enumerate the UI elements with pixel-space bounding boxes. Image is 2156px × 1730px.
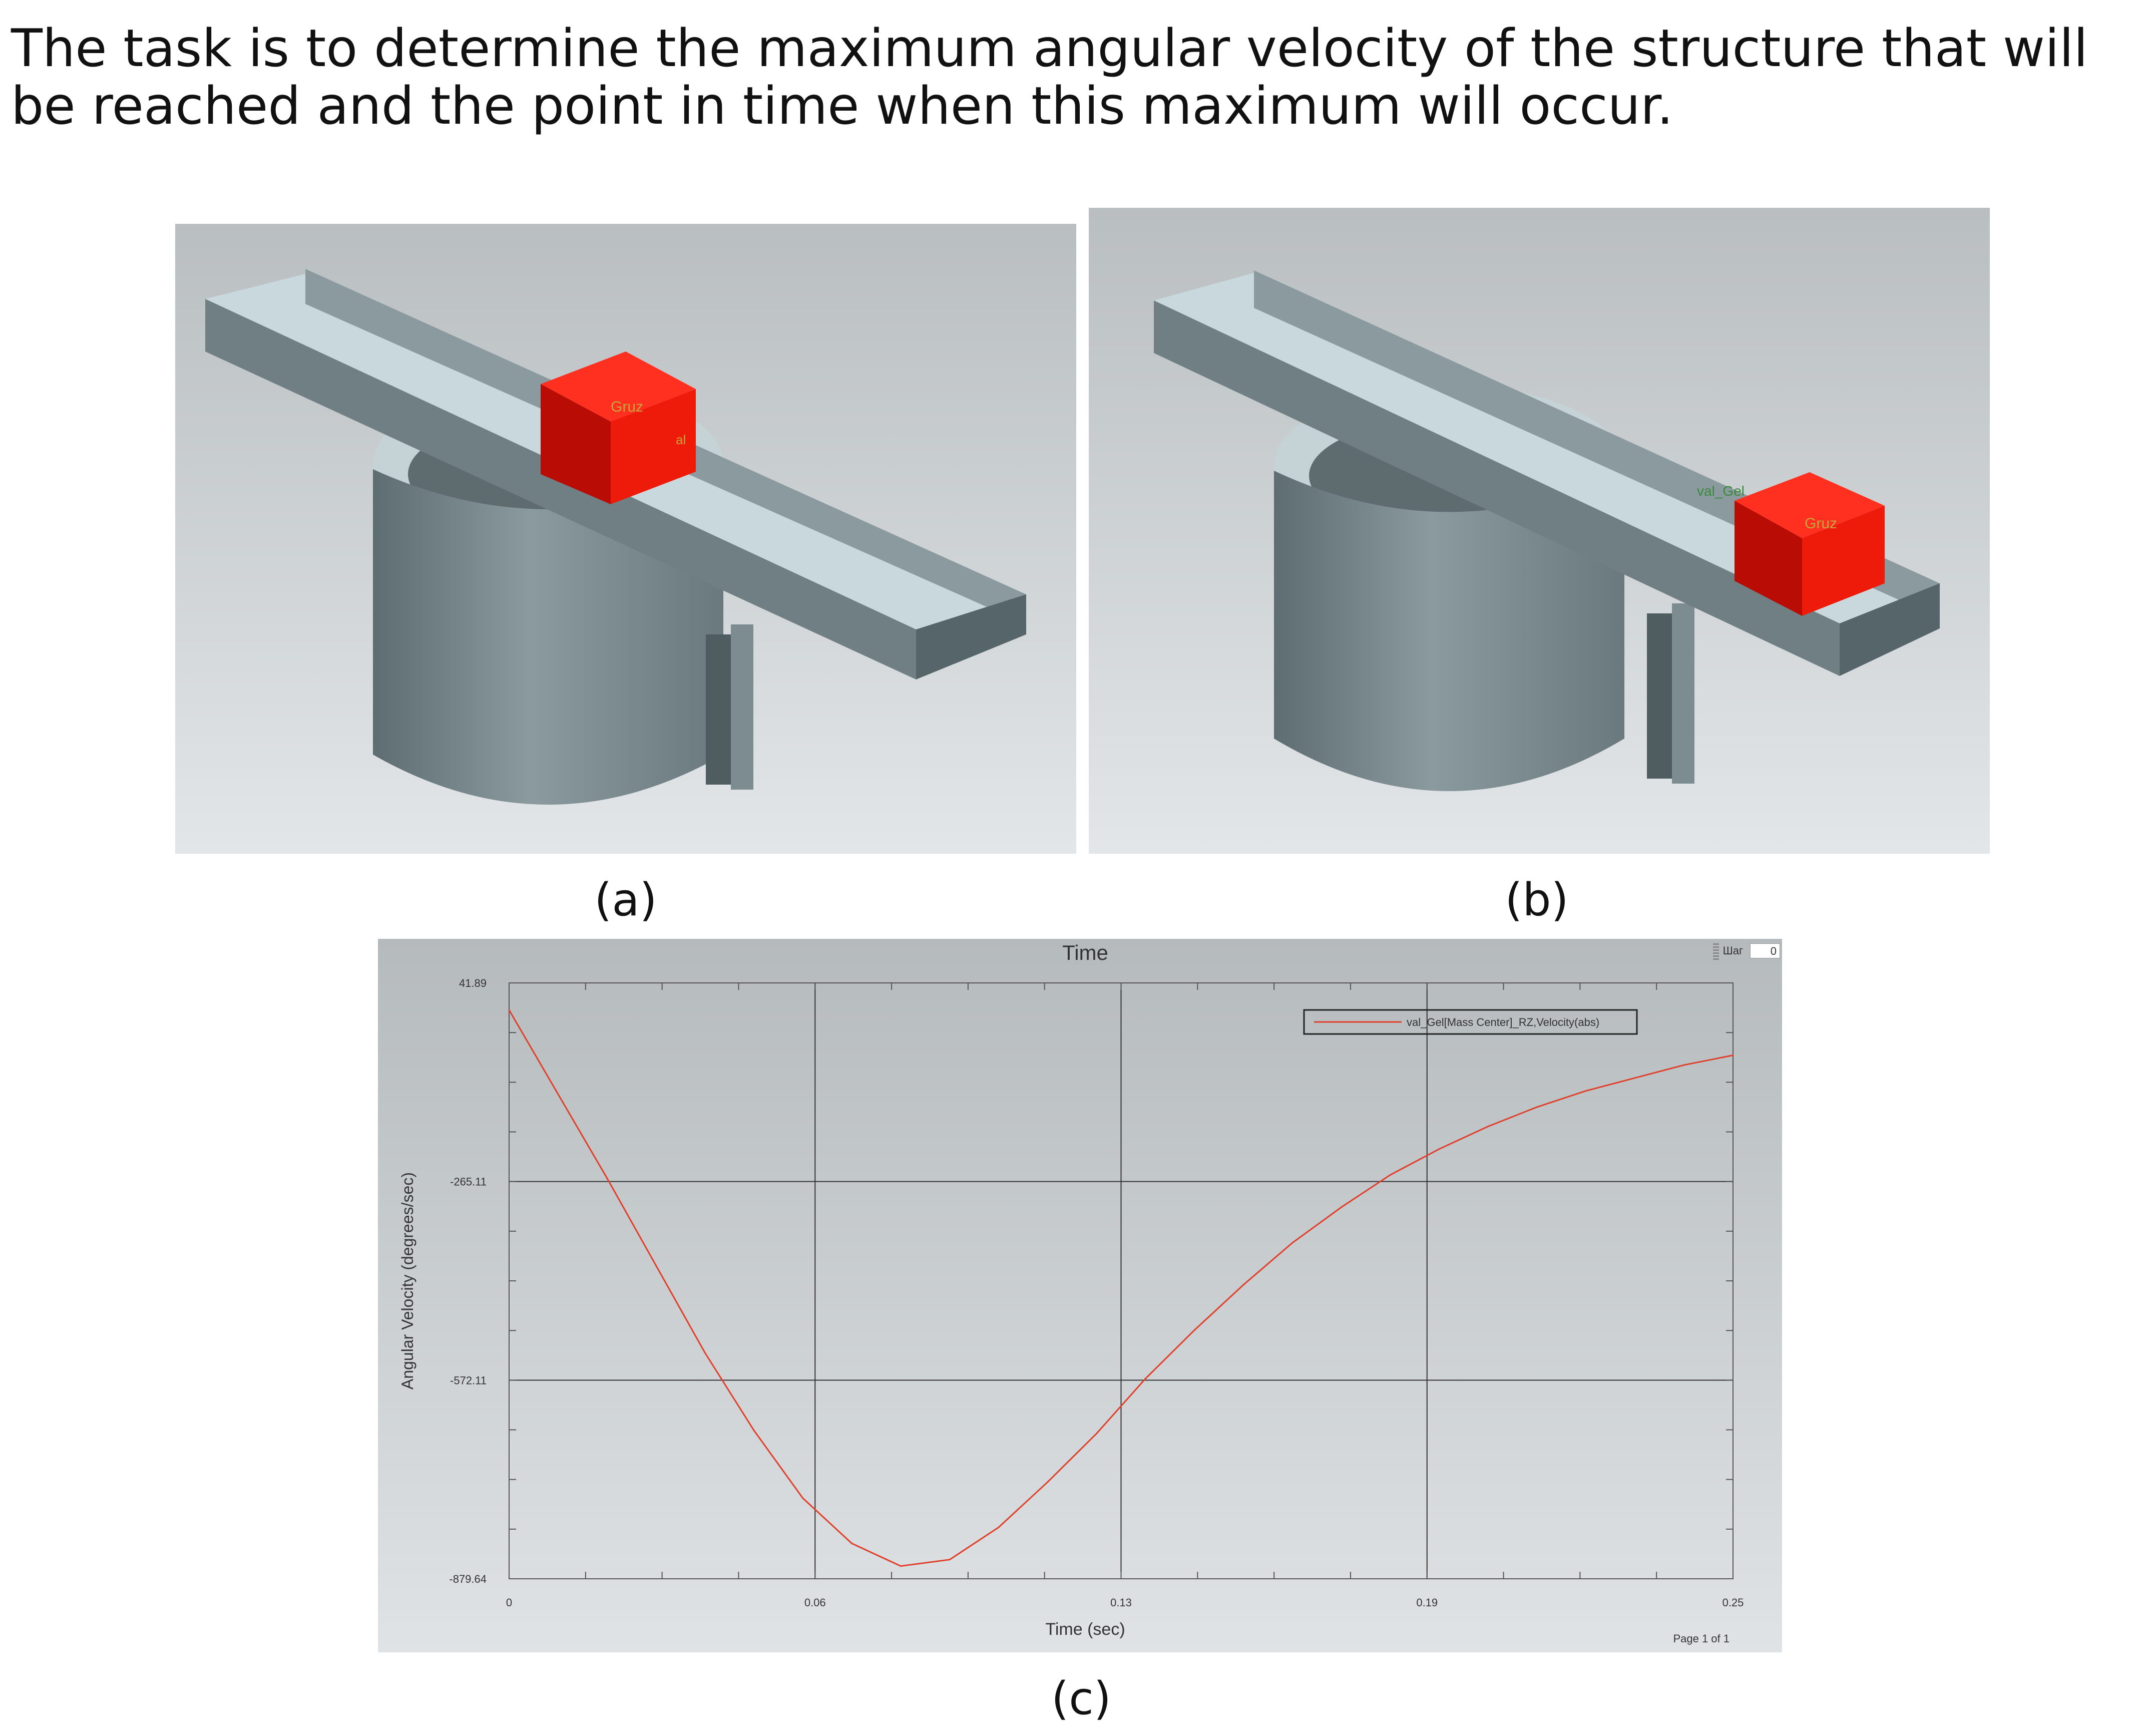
y-tick-label: 41.89 [459, 977, 487, 989]
series-point [1193, 1329, 1195, 1331]
x-tick-label: 0.06 [804, 1596, 826, 1609]
block-label-a: Gruz [611, 399, 643, 415]
series-point [704, 1351, 706, 1353]
x-tick-label: 0.13 [1110, 1596, 1132, 1609]
figure-a-render: Gruz al [175, 224, 1076, 854]
rail-side-wall [205, 299, 916, 679]
grip-icon[interactable] [1712, 942, 1719, 960]
series-point [557, 1093, 559, 1095]
series-point [949, 1559, 951, 1561]
series-point [1732, 1054, 1734, 1056]
series-point [1683, 1064, 1685, 1066]
series-point [1536, 1106, 1538, 1108]
series-point [1389, 1174, 1391, 1176]
series-point [1634, 1077, 1636, 1079]
y-axis-label: Angular Velocity (degrees/sec) [398, 1172, 416, 1390]
series-point [1291, 1242, 1293, 1244]
series-point [753, 1429, 755, 1431]
figure-b-caption: (b) [1505, 874, 1569, 926]
figure-c-caption: (c) [1051, 1672, 1111, 1725]
step-label: Шаг [1722, 944, 1743, 957]
series-point [508, 1009, 510, 1011]
step-control: Шаг 0 [1712, 942, 1780, 960]
series-point [1438, 1148, 1440, 1150]
velocity-plot: 0 0.06 0.13 0.19 0.25 41.89 -265.11 -572.11 -879… [378, 939, 1782, 1652]
y-tick-label: -879.64 [449, 1573, 487, 1585]
series-line [508, 1009, 1734, 1567]
intro-paragraph: The task is to determine the maximum ang… [11, 19, 2088, 136]
series-point [1341, 1206, 1343, 1208]
base-cylinder [373, 469, 723, 805]
x-axis-label: Time (sec) [1045, 1620, 1125, 1639]
series-point [606, 1177, 608, 1179]
series-point [900, 1565, 902, 1567]
figure-b-render: val_Gel Gruz [1089, 208, 1990, 854]
figure-a-caption: (a) [594, 874, 657, 926]
series-point [1144, 1377, 1146, 1379]
partial-label-b: val_Gel [1697, 483, 1745, 499]
partial-label-a: al [676, 432, 686, 447]
x-tick-label: 0.25 [1722, 1596, 1744, 1609]
y-tick-label: -265.11 [450, 1176, 487, 1188]
page-indicator: Page 1 of 1 [1673, 1632, 1730, 1645]
series-point [1242, 1284, 1244, 1286]
series-point [802, 1497, 804, 1499]
cargo-block [1735, 472, 1885, 538]
legend-box [1303, 1009, 1638, 1035]
base-cylinder [1274, 471, 1624, 791]
chart-svg: 0 0.06 0.13 0.19 0.25 41.89 -265.11 -572.11 -879… [398, 941, 1744, 1645]
x-tick-label: 0 [506, 1596, 512, 1609]
cargo-block [541, 352, 696, 422]
series-point [1047, 1481, 1049, 1483]
series-point [1585, 1090, 1587, 1092]
block-label-b: Gruz [1805, 515, 1837, 532]
rail-side-wall [1154, 300, 1840, 676]
y-tick-label: -572.11 [450, 1374, 487, 1387]
x-tick-label: 0.19 [1416, 1596, 1438, 1609]
legend-entry: val_Gel[Mass Center]_RZ,Velocity(abs) [1407, 1016, 1599, 1028]
chart-title: Time [1062, 941, 1108, 964]
series-point [1487, 1126, 1489, 1128]
step-input[interactable]: 0 [1750, 943, 1780, 958]
series-point [655, 1264, 657, 1266]
series-point [998, 1526, 1000, 1528]
series-point [851, 1542, 853, 1544]
series-point [1096, 1433, 1098, 1435]
